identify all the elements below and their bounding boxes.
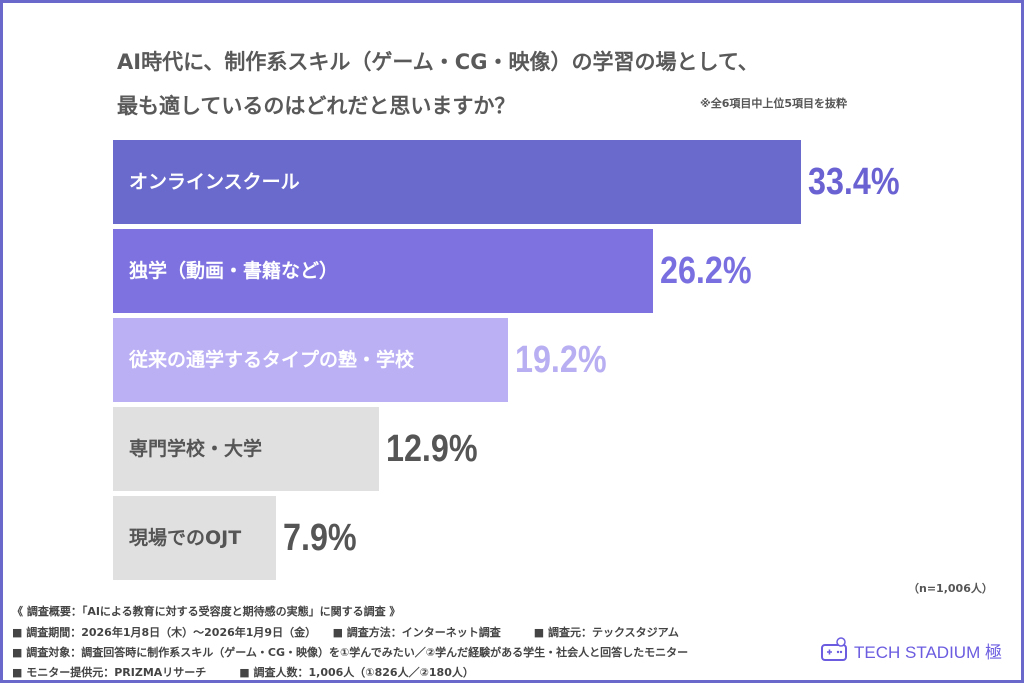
bar-value: 19.2% — [515, 339, 608, 381]
bar-value: 12.9% — [385, 428, 478, 470]
title-line-1: AI時代に、制作系スキル（ゲーム・CG・映像）の学習の場として、 — [117, 50, 759, 74]
bar-label: 専門学校・大学 — [129, 438, 263, 460]
footer-line-1: 《 調査概要：「AIによる教育に対する受容度と期待感の実態」に関する調査 》 — [12, 605, 401, 618]
brand-logo: TECH STADIUM 極 — [820, 637, 1002, 663]
sample-size: （n=1,006人） — [908, 582, 993, 595]
bar-label: 従来の通学するタイプの塾・学校 — [129, 349, 415, 371]
chart-title: AI時代に、制作系スキル（ゲーム・CG・映像）の学習の場として、 最も適している… — [117, 40, 759, 128]
bar-label: オンラインスクール — [129, 171, 300, 193]
bar-value: 7.9% — [282, 517, 357, 559]
bar-value: 26.2% — [659, 250, 752, 292]
bar-label: 独学（動画・書籍など） — [129, 260, 339, 282]
bar-3: 従来の通学するタイプの塾・学校 — [113, 318, 509, 402]
title-line-2: 最も適しているのはどれだと思いますか？ — [117, 94, 516, 118]
bar-1: オンラインスクール — [113, 140, 801, 224]
bar-label: 現場でのOJT — [129, 527, 242, 549]
footer-line-2: ■ 調査期間：2026年1月8日（木）～2026年1月9日（金） ■ 調査方法：… — [12, 626, 679, 639]
footer-line-4: ■ モニター提供元：PRIZMAリサーチ ■ 調査人数：1,006人（①826人… — [12, 666, 474, 679]
note: ※全6項目中上位5項目を抜粋 — [700, 97, 848, 110]
bar-2: 独学（動画・書籍など） — [113, 229, 653, 313]
game-controller-icon — [821, 637, 847, 661]
bar-5: 現場でのOJT — [113, 496, 276, 580]
bar-4: 専門学校・大学 — [113, 407, 379, 491]
footer-line-3: ■ 調査対象：調査回答時に制作系スキル（ゲーム・CG・映像）を①学んでみたい／②… — [12, 646, 689, 659]
bar-value: 33.4% — [808, 161, 900, 203]
brand-name: TECH STADIUM 極 — [854, 642, 1002, 662]
